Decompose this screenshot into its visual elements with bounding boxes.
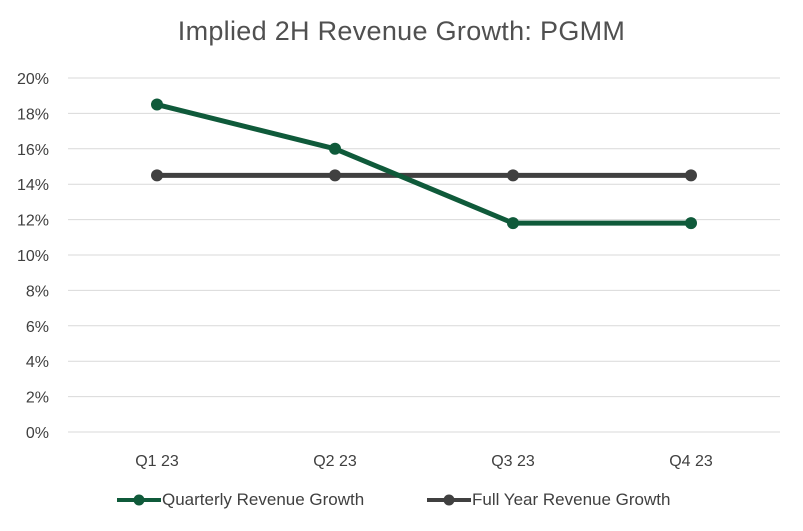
y-tick-label: 12% xyxy=(17,213,49,230)
y-axis-ticks: 0% 2% 4% 6% 8% 10% 12% 14% 16% 18% 20% xyxy=(17,71,49,442)
data-point xyxy=(507,217,519,230)
y-tick-label: 14% xyxy=(17,177,49,194)
y-tick-label: 4% xyxy=(26,354,49,371)
y-tick-label: 0% xyxy=(26,425,49,442)
series-lines xyxy=(151,98,697,230)
x-tick-label: Q2 23 xyxy=(313,453,357,470)
x-tick-label: Q1 23 xyxy=(135,453,179,470)
data-point xyxy=(685,217,697,230)
y-tick-label: 10% xyxy=(17,248,49,265)
y-tick-label: 18% xyxy=(17,106,49,123)
legend-item-full-year: Full Year Revenue Growth xyxy=(426,486,670,514)
gridlines xyxy=(68,77,780,433)
legend-swatch-quarterly xyxy=(117,494,161,506)
chart-title: Implied 2H Revenue Growth: PGMM xyxy=(177,16,626,46)
legend-item-quarterly: Quarterly Revenue Growth xyxy=(116,486,364,514)
legend-swatch-full-year xyxy=(427,494,471,506)
x-tick-label: Q3 23 xyxy=(491,453,535,470)
y-tick-label: 8% xyxy=(26,283,49,300)
x-tick-label: Q4 23 xyxy=(669,453,713,470)
legend-label-full-year: Full Year Revenue Growth xyxy=(472,490,671,509)
y-tick-label: 16% xyxy=(17,142,49,159)
legend-label-quarterly: Quarterly Revenue Growth xyxy=(162,490,365,509)
data-point xyxy=(329,142,341,155)
y-tick-label: 20% xyxy=(17,71,49,88)
y-tick-label: 2% xyxy=(26,390,49,407)
line-chart: 0%2%4%6%8%10%12%14%16%18%20% Q1 23 Q2 23 Q… xyxy=(17,71,780,470)
data-point xyxy=(329,169,341,182)
data-point xyxy=(685,169,697,182)
data-point xyxy=(151,169,163,182)
series-line xyxy=(154,102,694,226)
data-point xyxy=(151,98,163,111)
y-tick-label: 6% xyxy=(26,319,49,336)
legend: Quarterly Revenue Growth Full Year Reven… xyxy=(0,486,803,514)
x-axis-ticks: Q1 23 Q2 23 Q3 23 Q4 23 xyxy=(135,453,713,470)
data-point xyxy=(507,169,519,182)
